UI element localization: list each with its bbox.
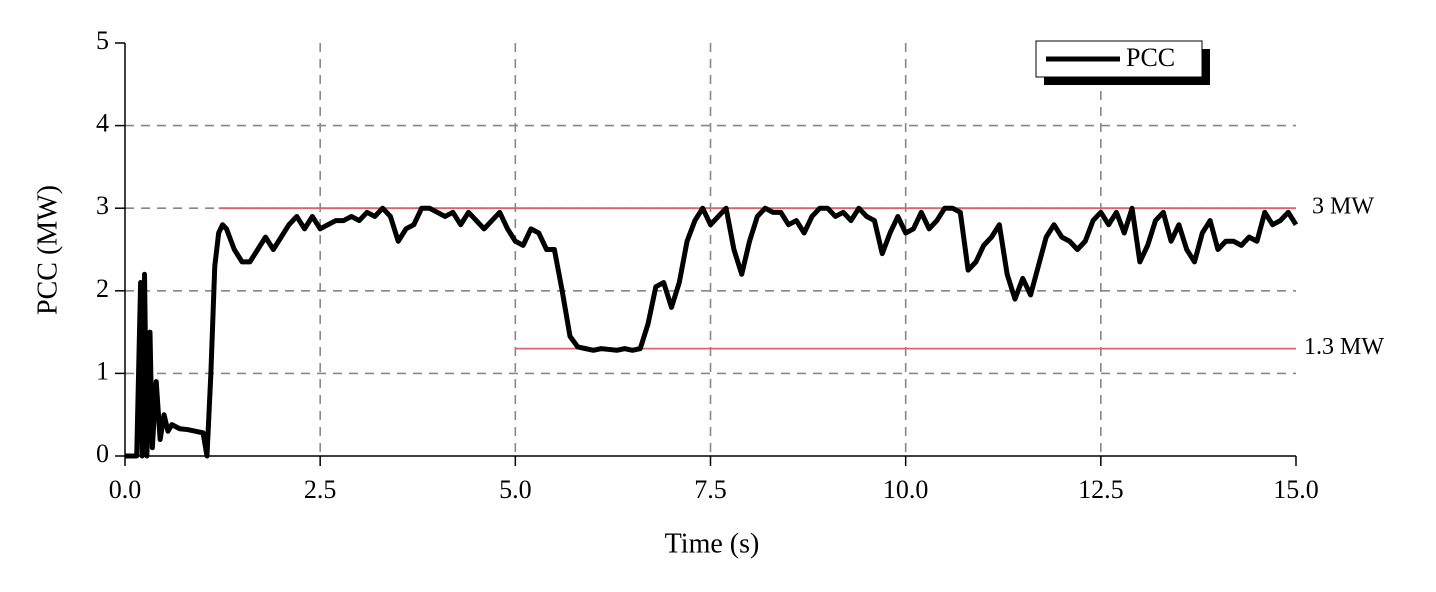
x-axis-label: Time (s) bbox=[665, 528, 760, 559]
y-tick-label: 0 bbox=[96, 439, 109, 468]
y-tick-label: 2 bbox=[96, 274, 109, 303]
x-tick-label: 12.5 bbox=[1078, 475, 1124, 504]
x-tick-label: 10.0 bbox=[883, 475, 929, 504]
x-tick-label: 5.0 bbox=[499, 475, 532, 504]
x-tick-label: 2.5 bbox=[304, 475, 337, 504]
x-tick-label: 7.5 bbox=[694, 475, 727, 504]
reference-label: 1.3 MW bbox=[1304, 334, 1384, 360]
x-tick-label: 0.0 bbox=[109, 475, 142, 504]
y-tick-label: 4 bbox=[96, 109, 109, 138]
x-tick-label: 15.0 bbox=[1273, 475, 1319, 504]
y-tick-label: 1 bbox=[96, 356, 109, 385]
y-axis-label: PCC (MW) bbox=[32, 185, 63, 315]
data-line bbox=[125, 205, 1299, 459]
reference-label: 3 MW bbox=[1312, 194, 1374, 220]
y-tick-label: 3 bbox=[96, 191, 109, 220]
legend-label: PCC bbox=[1126, 43, 1175, 72]
y-tick-label: 5 bbox=[96, 26, 109, 55]
